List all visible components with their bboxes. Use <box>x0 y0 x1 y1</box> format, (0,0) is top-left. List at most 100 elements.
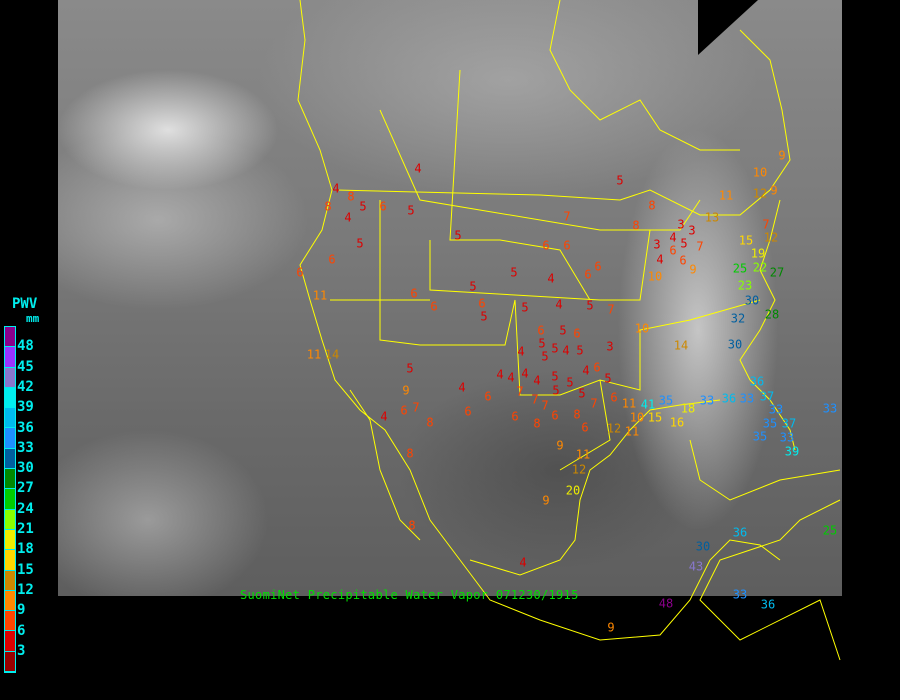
station-pwv-value: 36 <box>750 375 764 389</box>
station-pwv-value: 11 <box>719 189 733 203</box>
station-pwv-value: 43 <box>689 560 703 574</box>
station-pwv-value: 7 <box>607 303 614 317</box>
station-pwv-value: 4 <box>380 410 387 424</box>
station-pwv-value: 18 <box>681 402 695 416</box>
station-pwv-value: 5 <box>576 344 583 358</box>
border-line <box>689 439 841 501</box>
station-pwv-value: 10 <box>630 411 644 425</box>
station-pwv-value: 16 <box>670 416 684 430</box>
station-pwv-value: 4 <box>669 231 676 245</box>
station-pwv-value: 14 <box>674 339 688 353</box>
station-pwv-value: 14 <box>325 348 339 362</box>
station-pwv-value: 5 <box>551 370 558 384</box>
station-pwv-value: 5 <box>541 350 548 364</box>
legend-colorbar <box>4 326 16 674</box>
pwv-legend: PWV mm 48 45 42 39 36 33 30 27 24 21 18 15 12 9 6 3 <box>4 296 60 676</box>
station-pwv-value: 4 <box>496 368 503 382</box>
station-pwv-value: 12 <box>764 231 778 245</box>
station-pwv-value: 9 <box>556 439 563 453</box>
station-pwv-value: 6 <box>511 410 518 424</box>
station-pwv-value: 9 <box>542 494 549 508</box>
station-pwv-value: 35 <box>659 394 673 408</box>
legend-swatch <box>5 327 15 348</box>
station-pwv-value: 6 <box>581 421 588 435</box>
station-pwv-value: 5 <box>521 301 528 315</box>
station-pwv-value: 5 <box>680 237 687 251</box>
station-pwv-value: 33 <box>740 392 754 406</box>
station-pwv-value: 6 <box>484 390 491 404</box>
station-pwv-value: 6 <box>296 266 303 280</box>
station-pwv-value: 10 <box>635 322 649 336</box>
border-line <box>297 0 781 641</box>
station-pwv-value: 30 <box>696 540 710 554</box>
station-pwv-value: 8 <box>632 219 639 233</box>
station-pwv-value: 36 <box>722 392 736 406</box>
station-pwv-value: 6 <box>379 200 386 214</box>
station-pwv-value: 33 <box>769 403 783 417</box>
station-pwv-value: 8 <box>347 190 354 204</box>
station-pwv-value: 5 <box>469 280 476 294</box>
station-pwv-value: 5 <box>510 266 517 280</box>
station-pwv-value: 35 <box>763 417 777 431</box>
station-pwv-value: 6 <box>542 239 549 253</box>
station-pwv-value: 11 <box>576 448 590 462</box>
station-pwv-value: 5 <box>359 200 366 214</box>
no-data-region <box>698 0 758 55</box>
station-pwv-value: 4 <box>582 364 589 378</box>
station-pwv-value: 8 <box>406 447 413 461</box>
station-pwv-value: 7 <box>590 397 597 411</box>
legend-swatch <box>5 611 15 632</box>
satellite-image <box>58 0 842 596</box>
station-pwv-value: 37 <box>782 417 796 431</box>
station-pwv-value: 22 <box>753 261 767 275</box>
legend-swatch <box>5 347 15 368</box>
legend-swatch <box>5 651 15 673</box>
station-pwv-value: 4 <box>332 182 339 196</box>
border-line <box>559 379 611 471</box>
legend-label: 42 <box>17 378 34 395</box>
station-pwv-value: 39 <box>785 445 799 459</box>
station-pwv-value: 8 <box>533 417 540 431</box>
border-line <box>379 109 701 231</box>
station-pwv-value: 6 <box>328 253 335 267</box>
station-pwv-value: 27 <box>770 266 784 280</box>
station-pwv-value: 33 <box>700 394 714 408</box>
station-pwv-value: 5 <box>604 372 611 386</box>
station-pwv-value: 11 <box>307 348 321 362</box>
legend-label: 18 <box>17 541 34 558</box>
station-pwv-value: 11 <box>313 289 327 303</box>
border-line <box>335 29 791 216</box>
station-pwv-value: 4 <box>519 556 526 570</box>
border-line <box>349 389 421 541</box>
station-pwv-value: 25 <box>733 262 747 276</box>
station-pwv-value: 4 <box>656 253 663 267</box>
station-pwv-value: 15 <box>648 411 662 425</box>
station-pwv-value: 5 <box>406 362 413 376</box>
station-pwv-value: 6 <box>430 300 437 314</box>
station-pwv-value: 7 <box>516 385 523 399</box>
border-line <box>379 200 761 396</box>
station-pwv-value: 25 <box>823 524 837 538</box>
station-pwv-value: 6 <box>594 260 601 274</box>
station-pwv-value: 35 <box>753 430 767 444</box>
legend-label: 36 <box>17 419 34 436</box>
political-borders <box>297 0 841 661</box>
station-pwv-value: 5 <box>552 384 559 398</box>
station-pwv-value: 12 <box>572 463 586 477</box>
legend-title: PWV <box>12 296 38 312</box>
legend-swatch <box>5 529 15 551</box>
station-pwv-value: 6 <box>593 361 600 375</box>
station-pwv-value: 6 <box>584 268 591 282</box>
station-pwv-value: 5 <box>578 387 585 401</box>
station-pwv-value: 7 <box>563 210 570 224</box>
station-pwv-value: 9 <box>689 263 696 277</box>
station-pwv-value: 5 <box>480 310 487 324</box>
station-pwv-value: 33 <box>733 588 747 602</box>
station-pwv-value: 28 <box>765 308 779 322</box>
border-line <box>429 229 651 301</box>
station-pwv-value: 9 <box>770 184 777 198</box>
station-pwv-value: 3 <box>653 238 660 252</box>
station-pwv-value: 5 <box>538 337 545 351</box>
station-pwv-value: 7 <box>531 393 538 407</box>
